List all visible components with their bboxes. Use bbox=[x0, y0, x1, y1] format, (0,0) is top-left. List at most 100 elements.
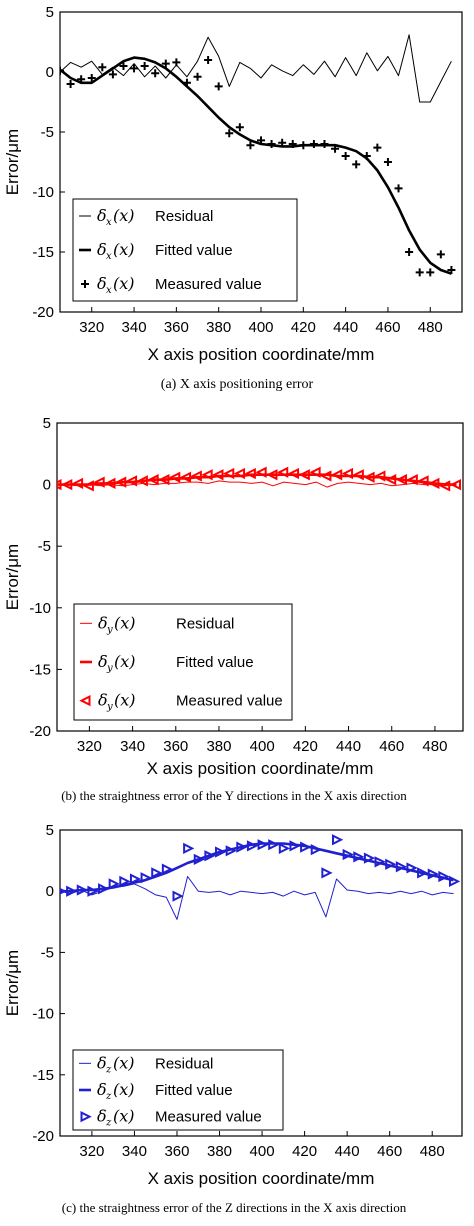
data-point-measured bbox=[201, 469, 213, 481]
data-point-measured bbox=[60, 887, 67, 895]
series-fitted-line bbox=[60, 56, 452, 275]
legend-argument: (x) bbox=[114, 691, 136, 710]
data-point-measured bbox=[136, 475, 148, 487]
data-point-measured bbox=[353, 851, 365, 863]
legend-argument: (x) bbox=[113, 1053, 135, 1072]
data-point-measured bbox=[71, 477, 84, 489]
data-point-measured bbox=[321, 867, 333, 879]
data-point-measured bbox=[215, 846, 227, 858]
data-point-measured bbox=[310, 843, 322, 856]
data-point-measured bbox=[449, 478, 462, 491]
x-axis-label: X axis position coordinate/mm bbox=[148, 1169, 375, 1188]
data-point-measured bbox=[277, 466, 289, 478]
y-tick-label: 5 bbox=[46, 822, 54, 839]
figure-caption: (c) the straightness error of the Z dire… bbox=[62, 1200, 407, 1215]
data-point-measured bbox=[406, 862, 418, 874]
legend-box bbox=[72, 198, 298, 302]
data-point-measured bbox=[289, 840, 301, 852]
y-tick-label: -15 bbox=[29, 661, 51, 678]
data-point-measured bbox=[267, 140, 276, 148]
data-point-measured bbox=[278, 138, 287, 147]
y-tick-label: -5 bbox=[41, 944, 54, 961]
data-point-measured bbox=[331, 144, 340, 153]
data-point-measured bbox=[172, 890, 184, 902]
legend-symbol: δ bbox=[97, 1107, 107, 1126]
legend-label-residual: Residual bbox=[155, 1055, 213, 1072]
x-tick-label: 320 bbox=[79, 319, 104, 336]
y-tick-label: -20 bbox=[32, 1128, 54, 1145]
data-point-measured bbox=[183, 842, 195, 854]
legend-label-residual: Residual bbox=[176, 615, 234, 632]
legend-subscript: x bbox=[106, 285, 112, 296]
data-point-measured bbox=[140, 62, 149, 70]
data-point-measured bbox=[129, 873, 142, 885]
x-tick-label: 460 bbox=[377, 1143, 402, 1160]
y-tick-label: -15 bbox=[32, 1067, 54, 1084]
data-point-measured bbox=[363, 852, 376, 864]
data-point-measured bbox=[342, 848, 354, 861]
data-point-measured bbox=[147, 474, 159, 486]
data-point-measured bbox=[447, 266, 456, 274]
data-point-measured bbox=[341, 152, 350, 160]
x-axis-label: X axis position coordinate/mm bbox=[148, 345, 375, 364]
data-point-measured bbox=[373, 143, 382, 152]
data-point-measured bbox=[395, 474, 408, 486]
chart-panel-2: 5 0 -5 -10 -15 -20 320 340 360 380 400 420 440 460 480… bbox=[3, 415, 464, 803]
data-point-measured bbox=[140, 872, 152, 884]
x-tick-label: 480 bbox=[422, 738, 447, 755]
data-point-measured bbox=[341, 467, 354, 480]
data-point-measured bbox=[406, 474, 418, 486]
data-point-measured bbox=[87, 885, 99, 897]
legend-symbol: δ bbox=[97, 240, 107, 259]
x-tick-label: 440 bbox=[333, 319, 358, 336]
y-tick-label: 0 bbox=[46, 64, 54, 81]
data-point-measured bbox=[76, 884, 89, 896]
data-point-measured bbox=[320, 470, 332, 482]
data-point-measured bbox=[352, 469, 364, 481]
legend-symbol: δ bbox=[97, 1053, 107, 1072]
figure-caption: (b) the straightness error of the Y dire… bbox=[61, 788, 407, 803]
legend-subscript: x bbox=[106, 217, 112, 228]
legend-subscript: y bbox=[106, 663, 113, 674]
data-point-measured bbox=[161, 863, 174, 875]
data-point-measured bbox=[125, 475, 138, 487]
data-point-measured bbox=[246, 141, 255, 150]
data-point-measured bbox=[374, 856, 386, 868]
data-point-measured bbox=[362, 152, 371, 160]
x-tick-label: 360 bbox=[164, 1143, 189, 1160]
data-point-measured bbox=[172, 58, 181, 67]
data-point-measured bbox=[268, 839, 280, 851]
x-tick-label: 400 bbox=[250, 738, 275, 755]
legend-argument: (x) bbox=[113, 206, 135, 225]
data-point-measured bbox=[352, 160, 361, 169]
y-axis-label: Error/μm bbox=[3, 129, 22, 195]
legend-label-residual: Residual bbox=[155, 208, 213, 225]
data-point-measured bbox=[394, 184, 403, 193]
x-tick-label: 380 bbox=[206, 738, 231, 755]
data-point-measured bbox=[98, 883, 110, 895]
x-tick-label: 420 bbox=[292, 1143, 317, 1160]
data-point-measured bbox=[309, 140, 318, 148]
legend-swatch-measured bbox=[81, 280, 89, 288]
legend-swatch-measured bbox=[80, 1111, 92, 1123]
data-point-measured bbox=[395, 861, 408, 873]
x-tick-label: 400 bbox=[248, 319, 273, 336]
y-tick-label: -5 bbox=[41, 124, 54, 141]
legend-label-fitted: Fitted value bbox=[155, 242, 233, 259]
data-point-measured bbox=[320, 140, 329, 148]
data-point-measured bbox=[385, 858, 397, 870]
data-point-measured bbox=[331, 469, 343, 481]
legend-argument: (x) bbox=[113, 1107, 135, 1126]
data-point-measured bbox=[363, 471, 375, 483]
data-point-measured bbox=[182, 78, 191, 87]
data-point-measured bbox=[223, 467, 235, 480]
data-point-measured bbox=[417, 475, 429, 487]
legend-subscript: x bbox=[106, 251, 112, 262]
data-point-measured bbox=[257, 839, 269, 851]
data-point-measured bbox=[151, 69, 160, 78]
y-tick-label: 5 bbox=[46, 4, 54, 21]
legend-subscript: z bbox=[105, 1091, 112, 1102]
